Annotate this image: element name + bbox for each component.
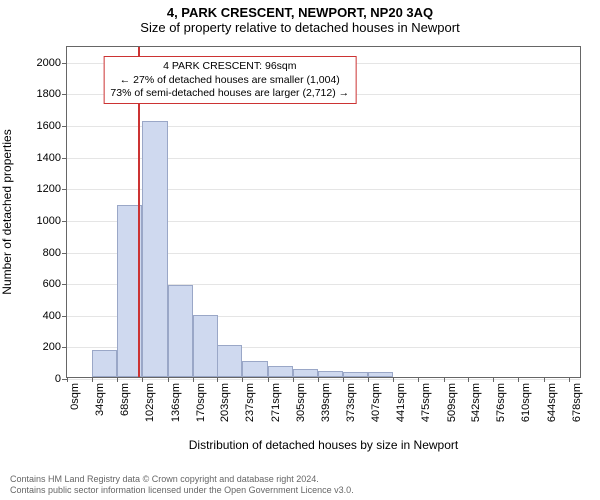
xtick-label: 576sqm (493, 383, 507, 422)
xtick-mark (343, 377, 344, 382)
xtick-label: 102sqm (142, 383, 156, 422)
xtick-label: 237sqm (242, 383, 256, 422)
annotation-line3: 73% of semi-detached houses are larger (… (110, 87, 349, 100)
xtick-mark (193, 377, 194, 382)
histogram-bar (343, 372, 368, 377)
xtick-label: 34sqm (92, 383, 106, 416)
histogram-bar (368, 372, 393, 377)
histogram-bar (318, 371, 343, 377)
ytick-label: 0 (55, 373, 67, 385)
ytick-label: 1000 (37, 215, 67, 227)
xtick-label: 68sqm (117, 383, 131, 416)
histogram-bar (217, 345, 242, 377)
ytick-label: 600 (43, 278, 67, 290)
xtick-mark (444, 377, 445, 382)
xtick-mark (393, 377, 394, 382)
xtick-mark (518, 377, 519, 382)
xtick-mark (268, 377, 269, 382)
xtick-mark (217, 377, 218, 382)
annotation-line1: 4 PARK CRESCENT: 96sqm (110, 60, 349, 73)
page-subtitle: Size of property relative to detached ho… (0, 20, 600, 35)
ytick-label: 800 (43, 247, 67, 259)
ytick-label: 1200 (37, 183, 67, 195)
y-axis-label: Number of detached properties (0, 129, 14, 294)
footer-line2: Contains public sector information licen… (10, 485, 354, 496)
ytick-label: 2000 (37, 57, 67, 69)
xtick-mark (368, 377, 369, 382)
histogram-bar (193, 315, 218, 377)
histogram-bar (293, 369, 318, 377)
xtick-label: 441sqm (393, 383, 407, 422)
xtick-mark (92, 377, 93, 382)
xtick-mark (468, 377, 469, 382)
xtick-label: 373sqm (343, 383, 357, 422)
xtick-mark (168, 377, 169, 382)
annotation-line2: ← 27% of detached houses are smaller (1,… (110, 74, 349, 87)
xtick-mark (569, 377, 570, 382)
footer-attribution: Contains HM Land Registry data © Crown c… (10, 474, 354, 497)
gridline (67, 379, 580, 380)
ytick-label: 1800 (37, 88, 67, 100)
xtick-label: 542sqm (468, 383, 482, 422)
xtick-label: 271sqm (268, 383, 282, 422)
xtick-label: 644sqm (544, 383, 558, 422)
page-title: 4, PARK CRESCENT, NEWPORT, NP20 3AQ (0, 5, 600, 20)
xtick-label: 170sqm (193, 383, 207, 422)
xtick-mark (418, 377, 419, 382)
xtick-label: 407sqm (368, 383, 382, 422)
histogram-bar (168, 285, 193, 377)
xtick-label: 678sqm (569, 383, 583, 422)
footer-line1: Contains HM Land Registry data © Crown c… (10, 474, 354, 485)
histogram-bar (92, 350, 117, 377)
histogram-plot-area: 4 PARK CRESCENT: 96sqm ← 27% of detached… (66, 46, 581, 378)
ytick-label: 1600 (37, 120, 67, 132)
xtick-label: 339sqm (318, 383, 332, 422)
ytick-label: 400 (43, 310, 67, 322)
x-axis-label: Distribution of detached houses by size … (189, 438, 458, 452)
ytick-label: 1400 (37, 152, 67, 164)
histogram-bar (142, 121, 167, 377)
xtick-label: 0sqm (67, 383, 81, 410)
xtick-mark (293, 377, 294, 382)
xtick-label: 610sqm (518, 383, 532, 422)
xtick-mark (544, 377, 545, 382)
xtick-mark (493, 377, 494, 382)
histogram-bar (242, 361, 267, 377)
xtick-label: 203sqm (217, 383, 231, 422)
xtick-label: 475sqm (418, 383, 432, 422)
annotation-box: 4 PARK CRESCENT: 96sqm ← 27% of detached… (103, 56, 356, 103)
xtick-mark (117, 377, 118, 382)
ytick-label: 200 (43, 341, 67, 353)
xtick-label: 305sqm (293, 383, 307, 422)
xtick-label: 136sqm (168, 383, 182, 422)
histogram-bar (268, 366, 293, 377)
xtick-mark (142, 377, 143, 382)
xtick-label: 509sqm (444, 383, 458, 422)
xtick-mark (242, 377, 243, 382)
xtick-mark (318, 377, 319, 382)
xtick-mark (67, 377, 68, 382)
